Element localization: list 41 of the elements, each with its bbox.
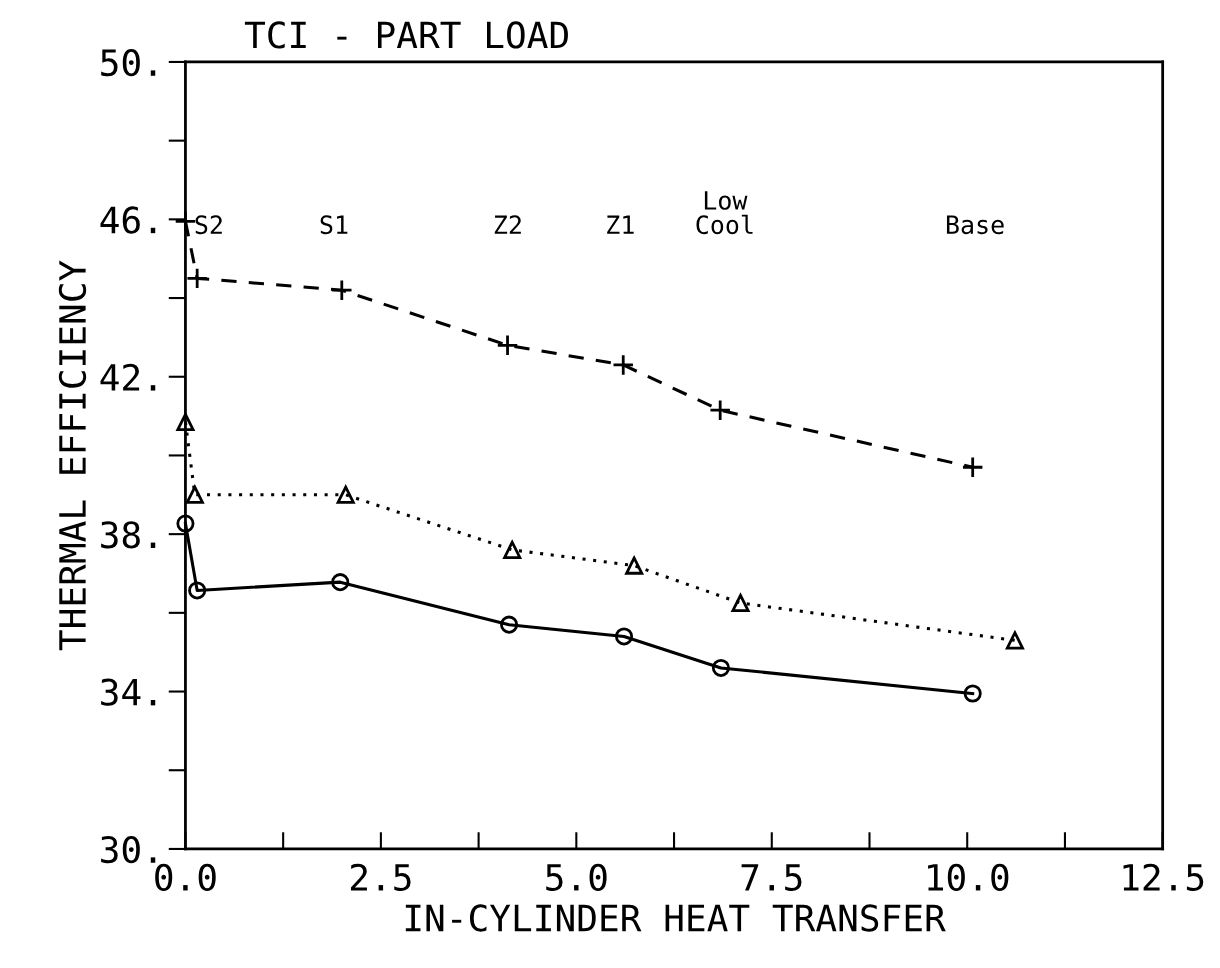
point bbox=[188, 581, 207, 600]
point bbox=[963, 684, 982, 703]
y-axis-title: THERMAL EFFICIENCY bbox=[58, 260, 87, 651]
annotation: Low Cool bbox=[696, 191, 753, 235]
point bbox=[500, 615, 519, 634]
y-tick-label: 30. bbox=[101, 835, 156, 864]
x-tick-label: 10.0 bbox=[928, 863, 1009, 891]
y-tick-label: 42. bbox=[100, 363, 156, 391]
y-tick-label: 38. bbox=[101, 521, 156, 549]
point bbox=[711, 658, 730, 677]
point bbox=[176, 514, 195, 533]
point bbox=[330, 279, 353, 302]
point bbox=[709, 399, 732, 422]
point bbox=[185, 485, 204, 504]
y-tick-label: 46. bbox=[100, 206, 156, 234]
point bbox=[1005, 631, 1024, 650]
point bbox=[612, 353, 635, 377]
annotation: S2 bbox=[195, 215, 222, 235]
x-tick-label: 5.0 bbox=[546, 863, 607, 891]
point bbox=[625, 556, 644, 575]
y-tick-label: 50. bbox=[101, 48, 156, 77]
x-tick-label: 7.5 bbox=[741, 864, 802, 891]
point bbox=[331, 573, 350, 592]
y-tick-label: 34. bbox=[101, 678, 156, 706]
annotation: Z1 bbox=[607, 215, 634, 234]
x-tick-label: 2.5 bbox=[350, 863, 411, 891]
point bbox=[176, 412, 195, 432]
chart-title: TCI - PART LOAD bbox=[244, 21, 568, 49]
point bbox=[186, 267, 209, 290]
annotation: Base bbox=[946, 215, 1004, 235]
point bbox=[336, 485, 355, 504]
point bbox=[731, 593, 750, 613]
point bbox=[614, 627, 634, 646]
x-tick-label: 0.0 bbox=[155, 863, 216, 891]
x-tick-label: 12.5 bbox=[1123, 863, 1204, 891]
point bbox=[503, 540, 522, 559]
x-axis-title: IN-CYLINDER HEAT TRANSFER bbox=[405, 904, 946, 932]
point bbox=[961, 456, 984, 479]
annotation: Z2 bbox=[494, 215, 521, 234]
annotation: S1 bbox=[320, 215, 348, 235]
point bbox=[496, 334, 519, 357]
